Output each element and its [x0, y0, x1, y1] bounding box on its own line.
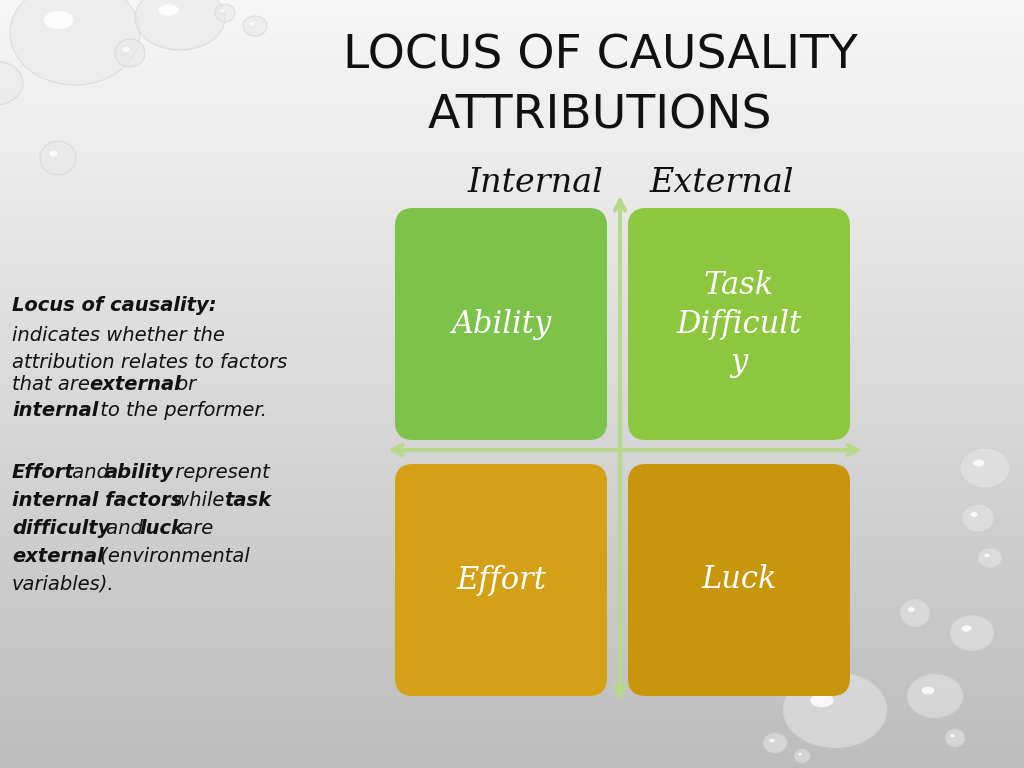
Text: Effort: Effort: [456, 564, 546, 595]
Text: while: while: [167, 491, 230, 510]
Text: task: task: [224, 491, 271, 510]
Ellipse shape: [220, 9, 224, 12]
Ellipse shape: [908, 607, 914, 612]
Ellipse shape: [763, 733, 787, 753]
Ellipse shape: [950, 734, 954, 737]
Ellipse shape: [0, 61, 23, 105]
Ellipse shape: [249, 22, 255, 25]
Text: and: and: [66, 463, 116, 482]
Text: variables).: variables).: [12, 575, 115, 594]
Ellipse shape: [798, 753, 802, 756]
Ellipse shape: [961, 448, 1010, 488]
Text: external: external: [89, 375, 181, 394]
Text: difficulty: difficulty: [12, 519, 111, 538]
Ellipse shape: [945, 729, 965, 747]
Text: LOCUS OF CAUSALITY: LOCUS OF CAUSALITY: [343, 34, 857, 78]
Text: External: External: [650, 167, 795, 199]
Text: indicates whether the
attribution relates to factors: indicates whether the attribution relate…: [12, 326, 288, 372]
Text: that are: that are: [12, 375, 96, 394]
Text: Ability: Ability: [451, 309, 551, 339]
Ellipse shape: [769, 739, 775, 742]
Ellipse shape: [794, 749, 810, 763]
Ellipse shape: [922, 687, 934, 694]
Ellipse shape: [810, 694, 834, 707]
Ellipse shape: [49, 151, 57, 157]
FancyBboxPatch shape: [395, 208, 607, 440]
Ellipse shape: [40, 141, 76, 175]
Text: to the performer.: to the performer.: [94, 401, 267, 420]
Ellipse shape: [984, 554, 990, 558]
Text: internal: internal: [12, 401, 98, 420]
Text: Effort: Effort: [12, 463, 75, 482]
Ellipse shape: [971, 512, 978, 517]
FancyBboxPatch shape: [628, 464, 850, 696]
Ellipse shape: [123, 47, 130, 52]
Ellipse shape: [907, 674, 963, 718]
Text: or: or: [170, 375, 197, 394]
Text: Internal: Internal: [467, 167, 603, 199]
Text: are: are: [175, 519, 213, 538]
Text: luck: luck: [139, 519, 184, 538]
Text: and: and: [100, 519, 150, 538]
Ellipse shape: [962, 625, 972, 631]
Text: ATTRIBUTIONS: ATTRIBUTIONS: [428, 94, 772, 138]
Text: Task
Difficult
y: Task Difficult y: [677, 270, 802, 378]
Text: (environmental: (environmental: [94, 547, 250, 566]
Ellipse shape: [978, 548, 1002, 568]
Ellipse shape: [159, 5, 179, 15]
Ellipse shape: [962, 504, 994, 532]
FancyBboxPatch shape: [395, 464, 607, 696]
Text: Locus of causality:: Locus of causality:: [12, 296, 216, 315]
Text: represent: represent: [169, 463, 269, 482]
Ellipse shape: [973, 459, 984, 466]
Text: external: external: [12, 547, 103, 566]
FancyBboxPatch shape: [628, 208, 850, 440]
Text: internal factors: internal factors: [12, 491, 182, 510]
Ellipse shape: [783, 672, 887, 748]
Ellipse shape: [950, 615, 994, 651]
Ellipse shape: [115, 39, 145, 67]
Ellipse shape: [10, 0, 140, 85]
Ellipse shape: [135, 0, 225, 50]
Ellipse shape: [243, 16, 267, 36]
Ellipse shape: [215, 4, 234, 22]
Text: ability: ability: [105, 463, 174, 482]
Ellipse shape: [44, 11, 74, 29]
Ellipse shape: [900, 599, 930, 627]
Text: Luck: Luck: [701, 564, 777, 595]
